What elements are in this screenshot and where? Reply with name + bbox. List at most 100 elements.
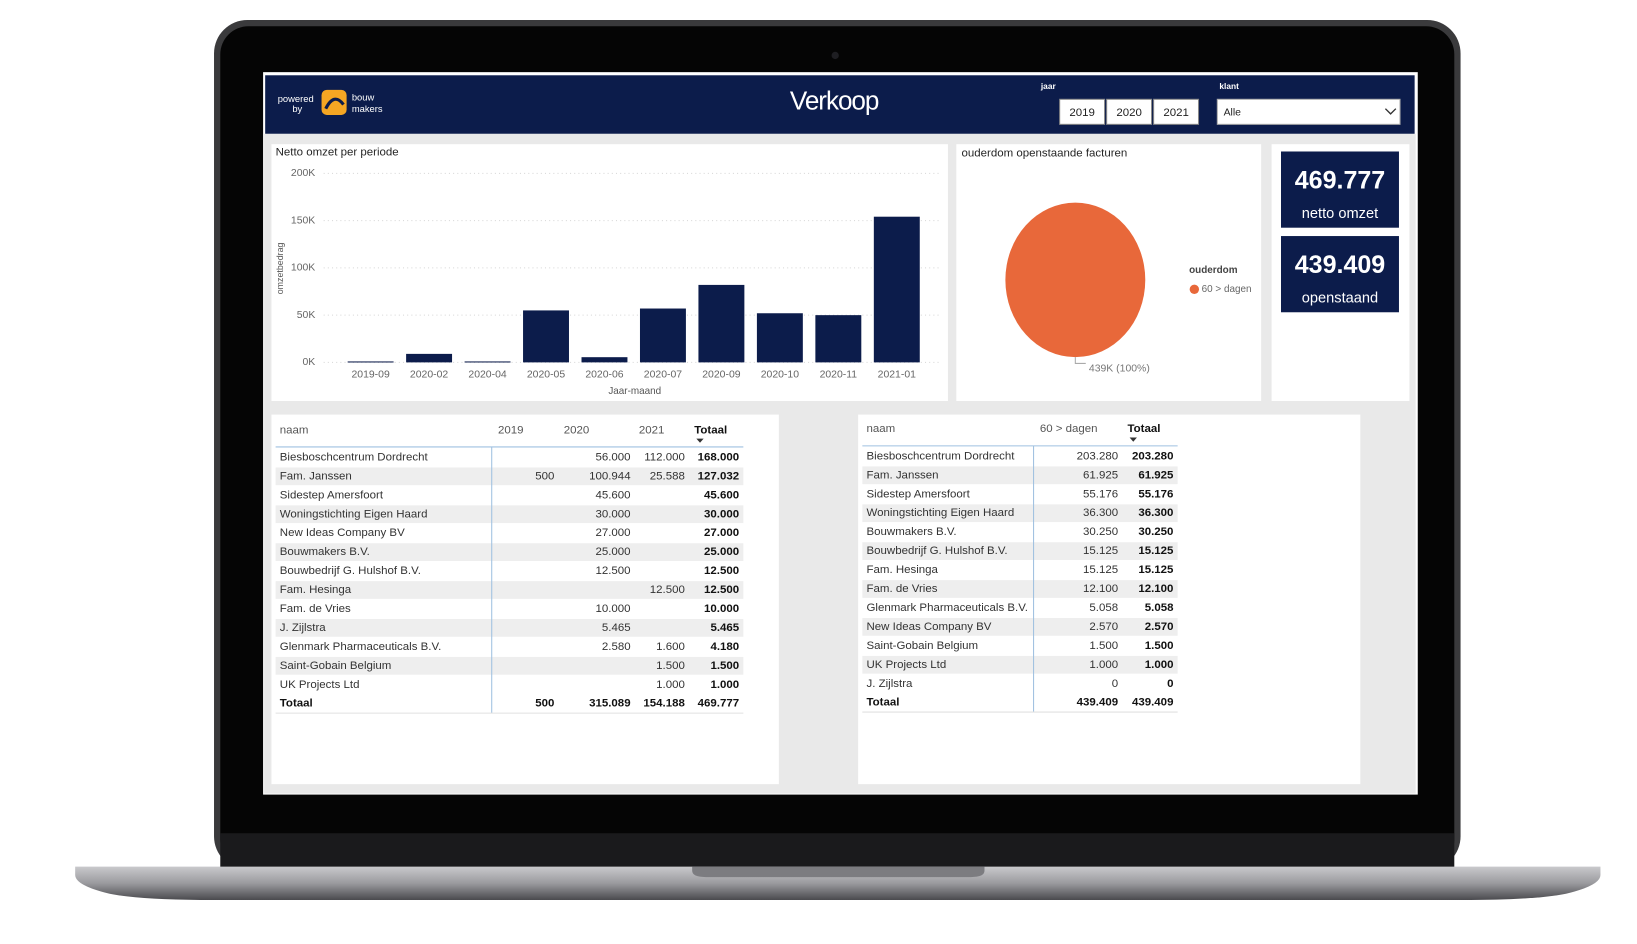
row-name: Glenmark Pharmaceuticals B.V. xyxy=(867,602,1028,614)
cell-value: 10.000 xyxy=(704,603,739,615)
cell-value: 12.500 xyxy=(650,584,685,596)
row-stripe xyxy=(275,581,744,599)
row-stripe xyxy=(275,619,744,637)
year-button[interactable] xyxy=(1106,98,1153,125)
cell-value: 30.000 xyxy=(704,508,739,520)
kpi-label: netto omzet xyxy=(1302,206,1378,222)
row-name: Fam. Hesinga xyxy=(280,584,352,596)
chart-title: ouderdom openstaande facturen xyxy=(962,148,1128,160)
x-tick-label: 2020-10 xyxy=(761,370,799,381)
column-header: naam xyxy=(867,423,896,435)
row-name: UK Projects Ltd xyxy=(280,679,360,691)
bar xyxy=(581,357,628,363)
cell-value: 27.000 xyxy=(595,527,630,539)
cell-value: 55.176 xyxy=(1083,488,1118,500)
x-tick-label: 2021-01 xyxy=(878,370,917,381)
cell-value: 0 xyxy=(1167,678,1173,690)
y-tick-label: 50K xyxy=(297,310,316,321)
cell-value: 5.058 xyxy=(1145,602,1174,614)
row-name: Woningstichting Eigen Haard xyxy=(280,508,428,520)
y-tick-label: 200K xyxy=(291,168,315,179)
cell-value: 1.500 xyxy=(656,660,685,672)
legend-title: ouderdom xyxy=(1189,265,1238,276)
kpi-card xyxy=(1280,151,1399,228)
column-header: Totaal xyxy=(1128,423,1161,435)
dropdown-chevron xyxy=(1384,108,1397,115)
row-stripe xyxy=(275,656,744,675)
row-name: Fam. de Vries xyxy=(280,603,351,615)
row-name: Biesboschcentrum Dordrecht xyxy=(280,451,429,463)
cell-value: 12.500 xyxy=(704,584,739,596)
cell-value: 15.125 xyxy=(1083,545,1118,557)
brand: makers xyxy=(352,103,383,114)
column-header: 2021 xyxy=(639,424,665,436)
cell-value: 127.032 xyxy=(698,470,739,482)
cell-value: 61.925 xyxy=(1083,469,1118,481)
row-stripe xyxy=(862,580,1178,598)
row-name: Bouwmakers B.V. xyxy=(280,546,370,558)
year-filter: 2019 2020 2021 xyxy=(1059,98,1200,125)
logo-icon xyxy=(321,89,347,115)
cell-value: 36.300 xyxy=(1083,507,1118,519)
cell-value: 1.500 xyxy=(1089,640,1118,652)
cell-value: 55.176 xyxy=(1138,488,1173,500)
cell-value: 2.570 xyxy=(1145,621,1174,633)
powered-by: by xyxy=(292,103,302,114)
client-dropdown[interactable] xyxy=(1216,98,1401,125)
row-name: Fam. Janssen xyxy=(280,470,352,482)
row-stripe xyxy=(862,655,1178,674)
bar xyxy=(698,284,745,363)
year-button[interactable] xyxy=(1059,98,1106,125)
filter-label: jaar xyxy=(1040,81,1057,91)
row-name: Saint-Gobain Belgium xyxy=(280,660,392,672)
cell-value: 12.500 xyxy=(704,565,739,577)
cell-value: 56.000 xyxy=(595,451,630,463)
sort-indicator xyxy=(696,438,704,443)
page-title: Verkoop xyxy=(790,85,879,115)
row-name: Bouwbedrijf G. Hulshof B.V. xyxy=(280,565,421,577)
cell-value: 5.058 xyxy=(1089,602,1118,614)
row-stripe xyxy=(275,543,744,562)
cell-value: 439.409 xyxy=(1077,697,1118,709)
x-tick-label: 2020-07 xyxy=(644,370,682,381)
column-header: naam xyxy=(280,424,309,436)
year-button-label: 2021 xyxy=(1163,107,1189,119)
year-button[interactable] xyxy=(1153,98,1200,125)
row-stripe xyxy=(862,466,1178,485)
row-name: Fam. de Vries xyxy=(867,583,938,595)
x-tick-label: 2020-02 xyxy=(410,370,448,381)
bar xyxy=(815,315,862,363)
year-button-label: 2020 xyxy=(1116,107,1142,119)
cell-value: 2.580 xyxy=(602,641,631,653)
cell-value: 203.280 xyxy=(1132,450,1173,462)
row-name: New Ideas Company BV xyxy=(280,527,405,539)
cell-value: 25.000 xyxy=(704,546,739,558)
bar xyxy=(464,361,511,363)
cell-value: 10.000 xyxy=(595,603,630,615)
row-name: Sidestep Amersfoort xyxy=(280,489,384,501)
bar xyxy=(523,310,569,363)
kpi-card xyxy=(1280,236,1399,313)
cell-value: 1.600 xyxy=(656,641,685,653)
cell-value: 5.465 xyxy=(710,622,739,634)
row-name: New Ideas Company BV xyxy=(867,621,992,633)
cell-value: 1.000 xyxy=(656,679,685,691)
filter-label: klant xyxy=(1219,81,1239,91)
row-name: Woningstichting Eigen Haard xyxy=(867,507,1015,519)
row-name: Sidestep Amersfoort xyxy=(867,488,971,500)
x-tick-label: 2020-06 xyxy=(585,370,624,381)
cell-value: 45.600 xyxy=(595,489,630,501)
chart-title: Netto omzet per periode xyxy=(276,147,399,159)
cell-value: 12.100 xyxy=(1138,583,1173,595)
cell-value: 30.250 xyxy=(1138,526,1173,538)
kpi-label: openstaand xyxy=(1302,291,1378,307)
cell-value: 1.500 xyxy=(710,660,739,672)
row-name: J. Zijlstra xyxy=(867,678,913,690)
cell-value: 27.000 xyxy=(704,527,739,539)
brand: bouw xyxy=(352,92,375,103)
x-tick-label: 2020-04 xyxy=(468,370,506,381)
cell-value: 12.500 xyxy=(595,565,630,577)
row-name: Bouwmakers B.V. xyxy=(867,526,957,538)
cell-value: 154.188 xyxy=(643,698,685,710)
